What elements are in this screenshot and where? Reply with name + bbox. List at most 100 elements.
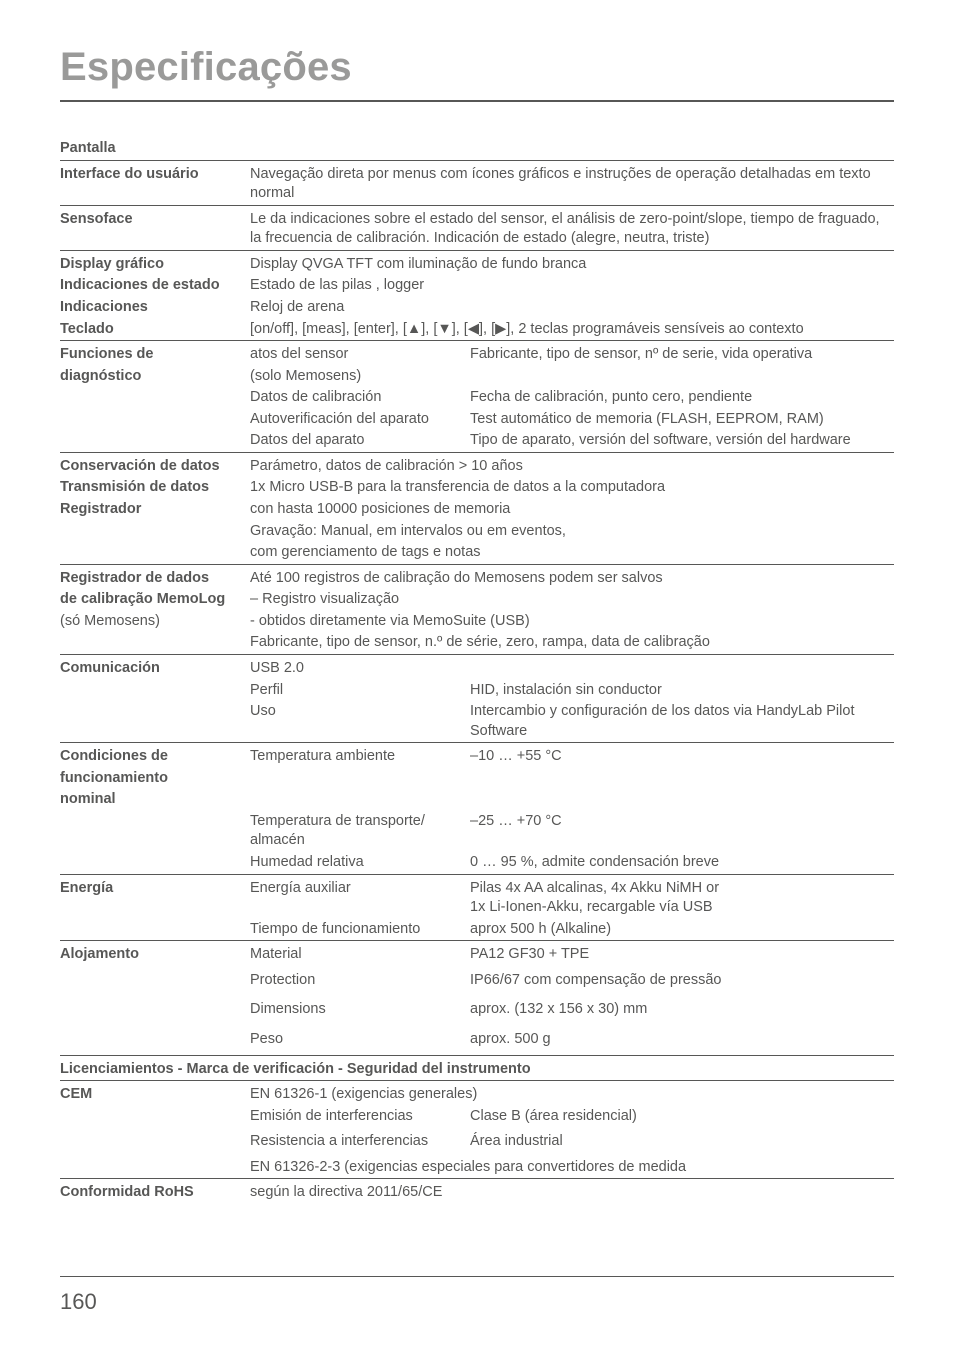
label-indicaciones-estado: Indicaciones de estado (60, 275, 250, 297)
c2-funciones-5: Datos del aparato (250, 430, 470, 452)
row-cem-1: CEM EN 61326-1 (exigencias generales) (60, 1081, 894, 1106)
c3-funciones-3: Fecha de calibración, punto cero, pendie… (470, 387, 894, 409)
label-memolog-2: (só Memosens) (60, 611, 250, 633)
row-cem-3: Resistencia a interferencias Área indust… (60, 1127, 894, 1157)
label-energia: Energía (60, 874, 250, 919)
label-sensoface: Sensoface (60, 205, 250, 250)
label-conformidad: Conformidad RoHS (60, 1179, 250, 1204)
c3-alojamento-3: aprox. (132 x 156 x 30) mm (470, 995, 894, 1025)
c3-comunicacion-perfil: HID, instalación sin conductor (470, 680, 894, 702)
c3-alojamento-1: PA12 GF30 + TPE (470, 941, 894, 966)
value-indicaciones: Reloj de arena (250, 297, 894, 319)
row-display-grafico: Display gráfico Display QVGA TFT com ilu… (60, 250, 894, 275)
label-alojamento: Alojamento (60, 941, 250, 966)
label-comunicacion: Comunicación (60, 654, 250, 679)
value-cem-1: EN 61326-1 (exigencias generales) (250, 1081, 894, 1106)
footer-rule (60, 1276, 894, 1277)
c3-alojamento-2: IP66/67 com compensação de pressão (470, 966, 894, 996)
label-condiciones-2: funcionamiento (60, 768, 250, 790)
label-conservacion: Conservación de datos (60, 452, 250, 477)
value-registrador-1: con hasta 10000 posiciones de memoria (250, 499, 894, 521)
value-sensoface: Le da indicaciones sobre el estado del s… (250, 205, 894, 250)
label-condiciones-1: Condiciones de (60, 743, 250, 768)
label-funciones-2: diagnóstico (60, 366, 250, 388)
value-registrador-3: com gerenciamento de tags e notas (250, 542, 894, 564)
row-registrador-2: Gravação: Manual, em intervalos ou em ev… (60, 521, 894, 543)
c2-funciones-3: Datos de calibración (250, 387, 470, 409)
value-pantalla (250, 138, 894, 160)
c3-funciones-5: Tipo de aparato, versión del software, v… (470, 430, 894, 452)
heading-licenciamientos: Licenciamientos - Marca de verificación … (60, 1055, 894, 1081)
c2-alojamento-1: Material (250, 941, 470, 966)
row-transmision: Transmisión de datos 1x Micro USB-B para… (60, 477, 894, 499)
row-energia-2: Tiempo de funcionamiento aprox 500 h (Al… (60, 919, 894, 941)
c3-energia-2: aprox 500 h (Alkaline) (470, 919, 894, 941)
row-condiciones-1: Condiciones de Temperatura ambiente –10 … (60, 743, 894, 768)
row-alojamento-3: Dimensions aprox. (132 x 156 x 30) mm (60, 995, 894, 1025)
value-teclado: [on/off], [meas], [enter], [▲], [▼], [◀]… (250, 319, 894, 341)
c3-condiciones-3: 0 … 95 %, admite condensación breve (470, 852, 894, 874)
row-funciones-3: Datos de calibración Fecha de calibració… (60, 387, 894, 409)
row-condiciones-5: Humedad relativa 0 … 95 %, admite conden… (60, 852, 894, 874)
value-conservacion: Parámetro, datos de calibración > 10 año… (250, 452, 894, 477)
row-condiciones-4: Temperatura de transporte/ almacén –25 …… (60, 811, 894, 852)
c2-condiciones-1: Temperatura ambiente (250, 743, 470, 768)
page-title: Especificações (60, 40, 894, 94)
row-cem-4: EN 61326-2-3 (exigencias especiales para… (60, 1157, 894, 1179)
c3-comunicacion-uso: Intercambio y configuración de los datos… (470, 701, 894, 743)
c2-comunicacion-uso: Uso (250, 701, 470, 743)
label-transmision: Transmisión de datos (60, 477, 250, 499)
c3-funciones-2 (470, 366, 894, 388)
c3-funciones-4: Test automático de memoria (FLASH, EEPRO… (470, 409, 894, 431)
row-alojamento-2: Protection IP66/67 com compensação de pr… (60, 966, 894, 996)
row-teclado: Teclado [on/off], [meas], [enter], [▲], … (60, 319, 894, 341)
value-registrador-dados: Até 100 registros de calibração do Memos… (250, 564, 894, 589)
value-memolog-3: Fabricante, tipo de sensor, n.º de série… (250, 632, 894, 654)
c3-cem-2: Clase B (área residencial) (470, 1106, 894, 1128)
row-comunicacion-1: Comunicación USB 2.0 (60, 654, 894, 679)
label-registrador-dados: Registrador de dados (60, 564, 250, 589)
c3-energia-1: Pilas 4x AA alcalinas, 4x Akku NiMH or 1… (470, 874, 894, 919)
value-memolog-2: - obtidos diretamente via MemoSuite (USB… (250, 611, 894, 633)
c3-funciones-1: Fabricante, tipo de sensor, nº de serie,… (470, 341, 894, 366)
c2-funciones-1: atos del sensor (250, 341, 470, 366)
label-memolog-1: de calibração MemoLog (60, 589, 250, 611)
c2-condiciones-3: Humedad relativa (250, 852, 470, 874)
row-registrador-dados: Registrador de dados Até 100 registros d… (60, 564, 894, 589)
c2-energia-2: Tiempo de funcionamiento (250, 919, 470, 941)
label-funciones-1: Funciones de (60, 341, 250, 366)
row-registrador-3: com gerenciamento de tags e notas (60, 542, 894, 564)
row-indicaciones: Indicaciones Reloj de arena (60, 297, 894, 319)
row-funciones-2: diagnóstico (solo Memosens) (60, 366, 894, 388)
row-sensoface: Sensoface Le da indicaciones sobre el es… (60, 205, 894, 250)
label-interface: Interface do usuário (60, 160, 250, 205)
row-licenciamientos: Licenciamientos - Marca de verificación … (60, 1055, 894, 1081)
c2-comunicacion-perfil: Perfil (250, 680, 470, 702)
value-cem-4: EN 61326-2-3 (exigencias especiales para… (250, 1157, 894, 1179)
c2-condiciones-2: Temperatura de transporte/ almacén (250, 811, 470, 852)
row-pantalla: Pantalla (60, 138, 894, 160)
c3-alojamento-4: aprox. 500 g (470, 1025, 894, 1055)
row-comunicacion-2: Perfil HID, instalación sin conductor (60, 680, 894, 702)
c2-alojamento-4: Peso (250, 1025, 470, 1055)
value-interface: Navegação direta por menus com ícones gr… (250, 160, 894, 205)
c2-energia-1: Energía auxiliar (250, 874, 470, 919)
row-alojamento-4: Peso aprox. 500 g (60, 1025, 894, 1055)
label-condiciones-3: nominal (60, 789, 250, 811)
c2-cem-2: Emisión de interferencias (250, 1106, 470, 1128)
row-conservacion: Conservación de datos Parámetro, datos d… (60, 452, 894, 477)
row-condiciones-2: funcionamiento (60, 768, 894, 790)
c2-alojamento-3: Dimensions (250, 995, 470, 1025)
c3-condiciones-2: –25 … +70 °C (470, 811, 894, 852)
c2-cem-3: Resistencia a interferencias (250, 1127, 470, 1157)
row-conformidad: Conformidad RoHS según la directiva 2011… (60, 1179, 894, 1204)
label-registrador: Registrador (60, 499, 250, 521)
row-interface: Interface do usuário Navegação direta po… (60, 160, 894, 205)
value-conformidad: según la directiva 2011/65/CE (250, 1179, 894, 1204)
row-cem-2: Emisión de interferencias Clase B (área … (60, 1106, 894, 1128)
c2-funciones-2: (solo Memosens) (250, 366, 470, 388)
c3-condiciones-1: –10 … +55 °C (470, 743, 894, 768)
c2-funciones-4: Autoverificación del aparato (250, 409, 470, 431)
label-display-grafico: Display gráfico (60, 250, 250, 275)
row-funciones-4: Autoverificación del aparato Test automá… (60, 409, 894, 431)
